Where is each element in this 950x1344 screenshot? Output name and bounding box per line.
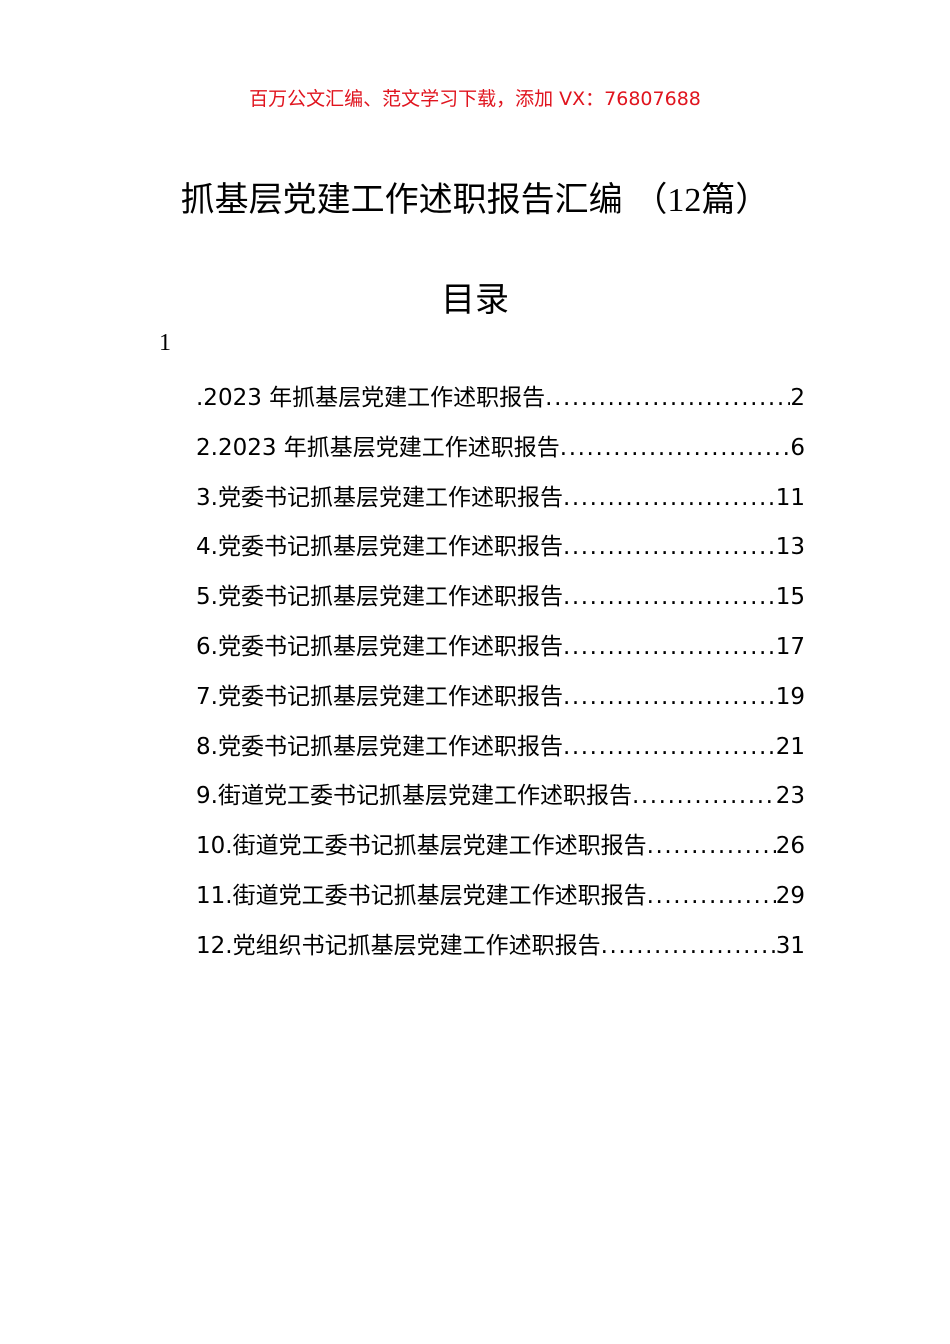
toc-entry-page: 2 [790,385,805,411]
toc-entry-page: 19 [775,683,805,710]
toc-heading: 目录 [441,280,509,320]
toc-leader-dots [632,783,776,809]
stray-marker: 1 [159,330,171,356]
toc-entry[interactable]: 4.党委书记抓基层党建工作述职报告 13 [196,527,805,577]
toc-entry-page: 29 [775,882,805,909]
toc-entry-page: 23 [775,783,805,810]
title-main: 抓基层党建工作述职报告汇编 [180,180,623,220]
toc-entry[interactable]: 6.党委书记抓基层党建工作述职报告 17 [196,627,805,677]
toc-entry[interactable]: 7.党委书记抓基层党建工作述职报告 19 [196,677,805,727]
toc-entry[interactable]: 10.街道党工委书记抓基层党建工作述职报告 26 [196,826,805,876]
toc-entry-label: 9.街道党工委书记抓基层党建工作述职报告 [196,783,632,810]
toc-entry[interactable]: 3.党委书记抓基层党建工作述职报告 11 [196,478,805,528]
toc-leader-dots [563,734,776,760]
document-title: 抓基层党建工作述职报告汇编 （12篇） [0,172,950,221]
toc-entry-label: 12.党组织书记抓基层党建工作述职报告 [196,932,601,959]
toc-entry[interactable]: 5.党委书记抓基层党建工作述职报告 15 [196,577,805,627]
toc-entry-page: 17 [775,633,805,660]
toc-leader-dots [563,584,776,610]
toc-entry[interactable]: 2.2023 年抓基层党建工作述职报告 6 [196,428,805,478]
toc-leader-dots [647,833,776,859]
toc-entry[interactable]: 8.党委书记抓基层党建工作述职报告 21 [196,727,805,777]
toc-entry-page: 15 [775,584,805,611]
toc-leader-dots [563,534,776,560]
toc-entry-page: 26 [775,833,805,860]
watermark-banner: 百万公文汇编、范文学习下载，添加 VX：76807688 [249,88,701,110]
toc-entry[interactable]: 12.党组织书记抓基层党建工作述职报告 31 [196,926,805,976]
toc-entry-label: 2.2023 年抓基层党建工作述职报告 [196,434,560,461]
title-paren-open: （ [633,180,668,220]
title-count: 12 [667,182,702,219]
title-paren-close: ） [735,180,770,220]
toc-entry-label: 11.街道党工委书记抓基层党建工作述职报告 [196,882,647,909]
toc-entry[interactable]: .2023 年抓基层党建工作述职报告 2 [196,378,805,428]
toc-entry-page: 13 [775,534,805,561]
toc-entry-page: 6 [790,434,805,461]
toc-entry-page: 21 [775,733,805,760]
toc-entry-label: 5.党委书记抓基层党建工作述职报告 [196,584,563,611]
toc-leader-dots [563,485,776,511]
toc-leader-dots [545,385,790,411]
toc-entry-label: 8.党委书记抓基层党建工作述职报告 [196,733,563,760]
toc-entry-page: 31 [775,932,805,959]
toc-entry-label: 3.党委书记抓基层党建工作述职报告 [196,484,563,511]
toc-leader-dots [601,933,776,959]
title-unit: 篇 [701,180,736,220]
toc-leader-dots [560,435,791,461]
toc-entry-page: 11 [775,484,805,511]
toc-entry-label: 6.党委书记抓基层党建工作述职报告 [196,633,563,660]
toc-entry-label: 4.党委书记抓基层党建工作述职报告 [196,534,563,561]
toc-entry[interactable]: 9.街道党工委书记抓基层党建工作述职报告 23 [196,776,805,826]
table-of-contents: .2023 年抓基层党建工作述职报告 2 2.2023 年抓基层党建工作述职报告 6 3… [196,378,805,976]
toc-leader-dots [647,883,776,909]
toc-entry-label: 10.街道党工委书记抓基层党建工作述职报告 [196,833,647,860]
toc-leader-dots [563,634,776,660]
toc-entry-label: .2023 年抓基层党建工作述职报告 [196,385,546,411]
toc-leader-dots [563,684,776,710]
toc-entry[interactable]: 11.街道党工委书记抓基层党建工作述职报告 29 [196,876,805,926]
toc-entry-label: 7.党委书记抓基层党建工作述职报告 [196,683,563,710]
